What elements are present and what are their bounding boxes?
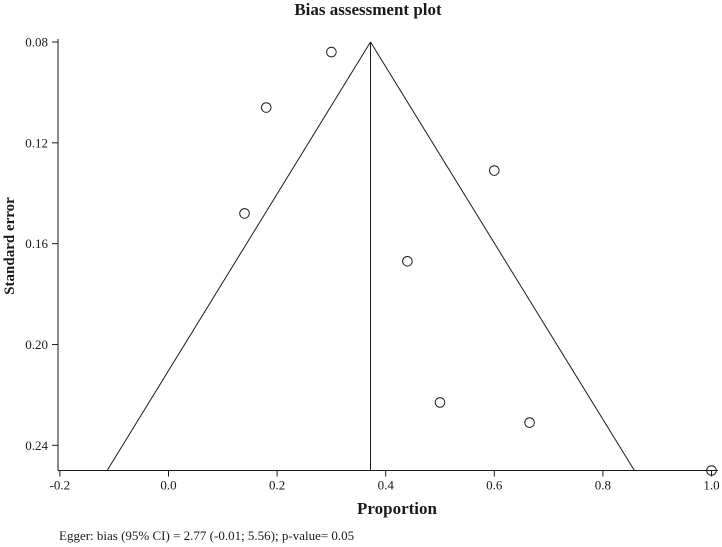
funnel-left-limit-line xyxy=(106,41,371,471)
x-tick-label: 0.6 xyxy=(486,478,503,493)
chart-title: Bias assessment plot xyxy=(294,0,442,19)
x-tick-label: 0.4 xyxy=(378,478,395,493)
study-point xyxy=(260,102,272,113)
x-axis-label: Proportion xyxy=(357,499,438,518)
study-point xyxy=(402,255,413,267)
study-point xyxy=(434,397,446,408)
x-tick-label: 0.0 xyxy=(160,478,176,493)
egger-test-annotation: Egger: bias (95% CI) = 2.77 (-0.01; 5.56… xyxy=(59,528,354,543)
study-point xyxy=(524,417,535,428)
x-tick-label: 0.2 xyxy=(269,478,285,493)
y-tick-label: 0.24 xyxy=(25,438,48,453)
study-point xyxy=(706,465,717,476)
data-points xyxy=(239,46,717,476)
study-point xyxy=(239,208,250,219)
study-point xyxy=(489,165,500,176)
funnel-outline xyxy=(106,41,635,471)
axes: -0.2 0.0 0.2 0.4 0.6 0.8 1.0 0.08 0.12 0.16 0.20 0.… xyxy=(25,35,719,493)
x-tick-label: 1.0 xyxy=(703,478,719,493)
y-tick-label: 0.12 xyxy=(25,135,48,150)
y-tick-label: 0.16 xyxy=(25,236,48,251)
x-tick-label: -0.2 xyxy=(50,478,71,493)
study-point xyxy=(326,46,337,58)
y-tick-label: 0.20 xyxy=(25,337,48,352)
x-tick-label: 0.8 xyxy=(595,478,611,493)
y-tick-label: 0.08 xyxy=(25,35,48,50)
y-axis-label: Standard error xyxy=(2,197,18,295)
funnel-right-limit-line xyxy=(370,41,635,471)
